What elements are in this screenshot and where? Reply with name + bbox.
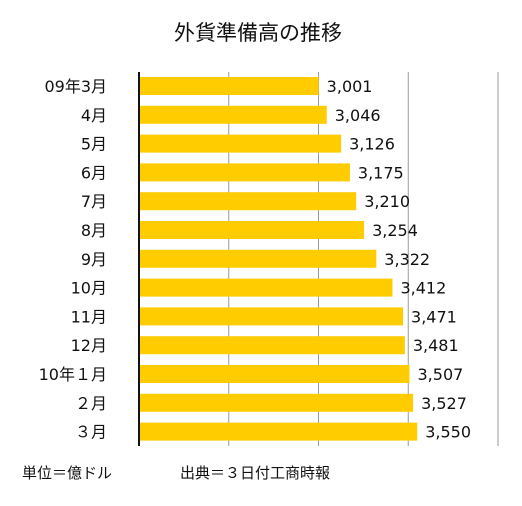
bar <box>139 77 319 95</box>
bar <box>139 393 414 412</box>
category-label: 9月 <box>81 250 107 269</box>
value-label: 3,046 <box>335 106 381 125</box>
value-label: 3,175 <box>358 163 404 182</box>
value-label: 3,507 <box>418 365 464 384</box>
bar <box>139 192 357 211</box>
value-label: 3,254 <box>372 221 418 240</box>
unit-note: 単位＝億ドル <box>22 464 112 482</box>
value-label: 3,412 <box>400 279 446 298</box>
bar <box>139 249 377 268</box>
category-label: 5月 <box>81 135 107 154</box>
bars <box>139 77 418 441</box>
bar <box>139 422 418 441</box>
category-label: 10年１月 <box>39 365 107 384</box>
labels: 09年3月 3,001 4月 3,046 5月 3,126 6月 3,175 7月 3,210 8月… <box>39 77 471 442</box>
category-label: ２月 <box>75 394 107 413</box>
category-label: ３月 <box>75 423 107 442</box>
value-label: 3,471 <box>411 307 457 326</box>
category-label: 7月 <box>81 192 107 211</box>
bar <box>139 307 404 326</box>
value-label: 3,527 <box>421 394 467 413</box>
bar <box>139 105 327 124</box>
value-label: 3,481 <box>413 336 459 355</box>
bar <box>139 221 365 239</box>
category-label: 4月 <box>81 106 107 125</box>
category-label: 8月 <box>81 221 107 240</box>
category-label: 10月 <box>71 279 107 298</box>
source-note: 出典＝３日付工商時報 <box>180 464 330 482</box>
value-label: 3,550 <box>425 423 471 442</box>
bar <box>139 278 393 297</box>
value-label: 3,322 <box>384 250 430 269</box>
category-label: 11月 <box>71 307 107 326</box>
category-label: 12月 <box>71 336 107 355</box>
value-label: 3,126 <box>349 135 395 154</box>
bar <box>139 134 342 153</box>
bar <box>139 163 350 182</box>
category-label: 6月 <box>81 163 107 182</box>
value-label: 3,001 <box>327 77 373 96</box>
category-label: 09年3月 <box>44 77 107 96</box>
chart-title: 外貨準備高の推移 <box>174 21 342 45</box>
bar <box>139 336 405 355</box>
value-label: 3,210 <box>364 192 410 211</box>
bar <box>139 365 410 383</box>
